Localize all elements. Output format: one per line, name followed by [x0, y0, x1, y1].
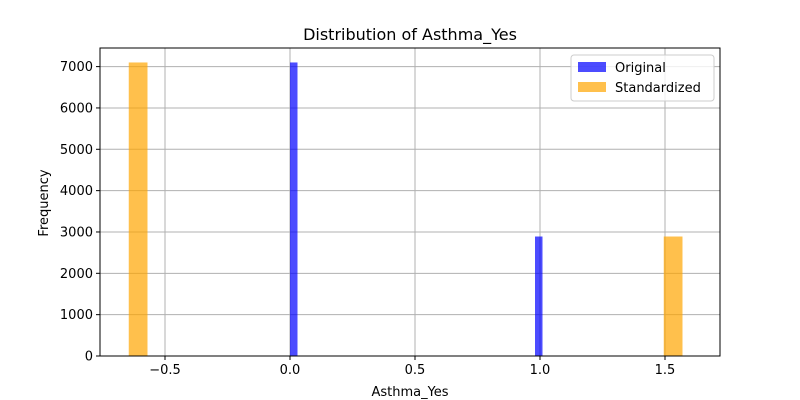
bar-original: [290, 62, 298, 357]
x-tick-label: 1.0: [530, 363, 551, 378]
x-tick-label: 1.5: [655, 363, 676, 378]
legend-swatch-original: [578, 62, 606, 72]
y-tick-label: 5000: [60, 143, 93, 158]
x-tick-label: 0.5: [405, 363, 426, 378]
x-tick-label: 0.0: [280, 363, 301, 378]
x-axis: −0.5 0.0 0.5 1.0 1.5: [149, 356, 675, 378]
y-axis: 0 1000 2000 3000 4000 5000 6000 7000: [60, 60, 100, 365]
legend-swatch-standardized: [578, 82, 606, 92]
y-tick-label: 7000: [60, 60, 93, 75]
legend-box: [570, 54, 715, 102]
bars: [128, 62, 683, 357]
y-tick-label: 0: [85, 350, 93, 365]
y-tick-label: 6000: [60, 101, 93, 116]
grid-lines: [100, 48, 720, 357]
y-tick-label: 4000: [60, 184, 93, 199]
bar-standardized: [663, 236, 683, 356]
chart-title: Distribution of Asthma_Yes: [303, 25, 517, 45]
y-tick-label: 2000: [60, 267, 93, 282]
legend-label-original: Original: [615, 61, 666, 76]
legend: Original Standardized: [570, 54, 715, 102]
plot-frame: [99, 47, 721, 357]
bar-original: [535, 236, 543, 356]
bar-standardized: [128, 62, 148, 357]
x-axis-label: Asthma_Yes: [371, 385, 448, 400]
legend-label-standardized: Standardized: [615, 81, 701, 96]
x-tick-label: −0.5: [149, 363, 181, 378]
y-tick-label: 1000: [60, 308, 93, 323]
y-axis-label: Frequency: [37, 169, 52, 236]
y-tick-label: 3000: [60, 225, 93, 240]
